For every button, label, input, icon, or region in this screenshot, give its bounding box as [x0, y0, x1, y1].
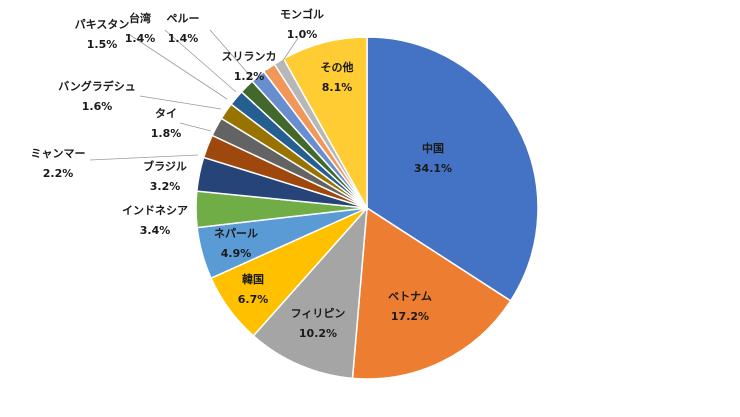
slice-value-taiwan: 1.4%: [125, 32, 156, 45]
slice-value-bangladesh: 1.6%: [82, 100, 113, 113]
slice-name-bangladesh: バングラデシュ: [58, 79, 136, 93]
slice-value-peru: 1.4%: [168, 32, 199, 45]
slice-name-peru: ペルー: [167, 12, 200, 25]
slice-name-korea: 韓国: [242, 272, 264, 286]
slice-name-philippines: フィリピン: [291, 307, 346, 320]
leader-line-peru: [209, 29, 254, 80]
leader-line-mongolia: [281, 37, 299, 63]
slice-value-srilanka: 1.2%: [234, 70, 265, 83]
leader-line-bangladesh: [139, 95, 222, 110]
slice-name-taiwan: 台湾: [129, 11, 151, 25]
pie-slices: [195, 36, 539, 380]
slice-name-myanmar: ミャンマー: [31, 147, 86, 160]
pie-slice-vietnam: [351, 206, 512, 380]
leader-line-thailand: [179, 122, 212, 132]
slice-name-indonesia: インドネシア: [122, 204, 188, 217]
slice-value-mongolia: 1.0%: [287, 28, 318, 41]
leader-line-pakistan: [129, 34, 228, 100]
slice-value-other: 8.1%: [322, 81, 353, 94]
slice-value-nepal: 4.9%: [221, 247, 252, 260]
slice-value-thailand: 1.8%: [151, 127, 182, 140]
pie-slice-other: [282, 36, 368, 211]
slice-name-mongolia: モンゴル: [280, 7, 324, 21]
leader-line-taiwan: [164, 29, 237, 93]
slice-value-china: 34.1%: [414, 162, 452, 175]
slice-name-other: その他: [321, 60, 354, 74]
slice-value-philippines: 10.2%: [299, 327, 337, 340]
pie-slice-philippines: [252, 205, 368, 380]
slice-value-korea: 6.7%: [238, 293, 269, 306]
slice-name-brazil: ブラジル: [143, 159, 187, 173]
slice-value-myanmar: 2.2%: [43, 167, 74, 180]
slice-value-brazil: 3.2%: [150, 180, 181, 193]
slice-name-thailand: タイ: [155, 107, 177, 120]
slice-name-pakistan: パキスタン: [75, 18, 130, 31]
data-labels: 中国 34.1% ベトナム 17.2% フィリピン 10.2% 韓国 6.7% ネパール 4.9%…: [31, 7, 453, 340]
slice-value-vietnam: 17.2%: [391, 310, 429, 323]
slice-name-srilanka: スリランカ: [222, 50, 277, 63]
slice-name-nepal: ネパール: [214, 227, 258, 240]
slice-name-china: 中国: [422, 141, 444, 155]
slice-value-pakistan: 1.5%: [87, 38, 118, 51]
slice-value-indonesia: 3.4%: [140, 224, 171, 237]
slice-name-vietnam: ベトナム: [388, 290, 432, 303]
leader-lines: [89, 29, 299, 161]
leader-line-myanmar: [89, 154, 199, 161]
